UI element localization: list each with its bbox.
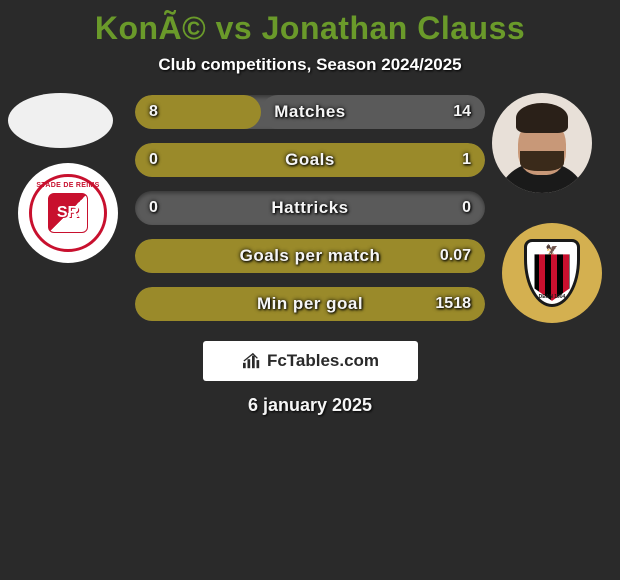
club-left-inner: STADE DE REIMS SR (29, 174, 107, 252)
stat-value-right: 14 (453, 103, 471, 121)
stat-label: Goals (135, 150, 485, 170)
club-right-badge: 🦅 DEAN 1904 (502, 223, 602, 323)
main-area: STADE DE REIMS SR 🦅 DEAN 1904 Matches8 14… (0, 93, 620, 416)
chart-icon (241, 352, 263, 370)
stat-label: Matches (135, 102, 485, 122)
stat-row: Hattricks0 0 (135, 191, 485, 225)
stat-value-right: 0.07 (440, 247, 471, 265)
club-right-label: DEAN 1904 (527, 294, 577, 300)
infographic-container: KonÃ© vs Jonathan Clauss Club competitio… (0, 0, 620, 416)
stat-value-right: 0 (462, 199, 471, 217)
stat-value-left: 8 (149, 103, 158, 121)
stat-value-left: 0 (149, 199, 158, 217)
club-right-shield: 🦅 DEAN 1904 (524, 239, 580, 307)
stat-value-right: 1 (462, 151, 471, 169)
player-left-avatar (8, 93, 113, 148)
stat-value-right: 1518 (435, 295, 471, 313)
stat-label: Hattricks (135, 198, 485, 218)
subtitle: Club competitions, Season 2024/2025 (0, 55, 620, 75)
watermark: FcTables.com (203, 341, 418, 381)
player-right-avatar (492, 93, 592, 193)
eagle-icon: 🦅 (546, 245, 558, 256)
date-text: 6 january 2025 (10, 395, 610, 416)
stat-label: Min per goal (135, 294, 485, 314)
club-left-initials: SR (48, 193, 88, 233)
stat-row: Matches8 14 (135, 95, 485, 129)
page-title: KonÃ© vs Jonathan Clauss (0, 10, 620, 47)
club-left-badge: STADE DE REIMS SR (18, 163, 118, 263)
stat-row: Goals per match0.07 (135, 239, 485, 273)
watermark-text: FcTables.com (267, 351, 379, 371)
avatar-hair (516, 103, 568, 133)
stat-bars: Matches814Goals01Hattricks00Goals per ma… (135, 93, 485, 321)
club-left-name: STADE DE REIMS (36, 182, 99, 189)
stat-row: Min per goal1518 (135, 287, 485, 321)
stat-row: Goals0 1 (135, 143, 485, 177)
stat-label: Goals per match (135, 246, 485, 266)
avatar-beard (520, 151, 564, 171)
stat-value-left: 0 (149, 151, 158, 169)
